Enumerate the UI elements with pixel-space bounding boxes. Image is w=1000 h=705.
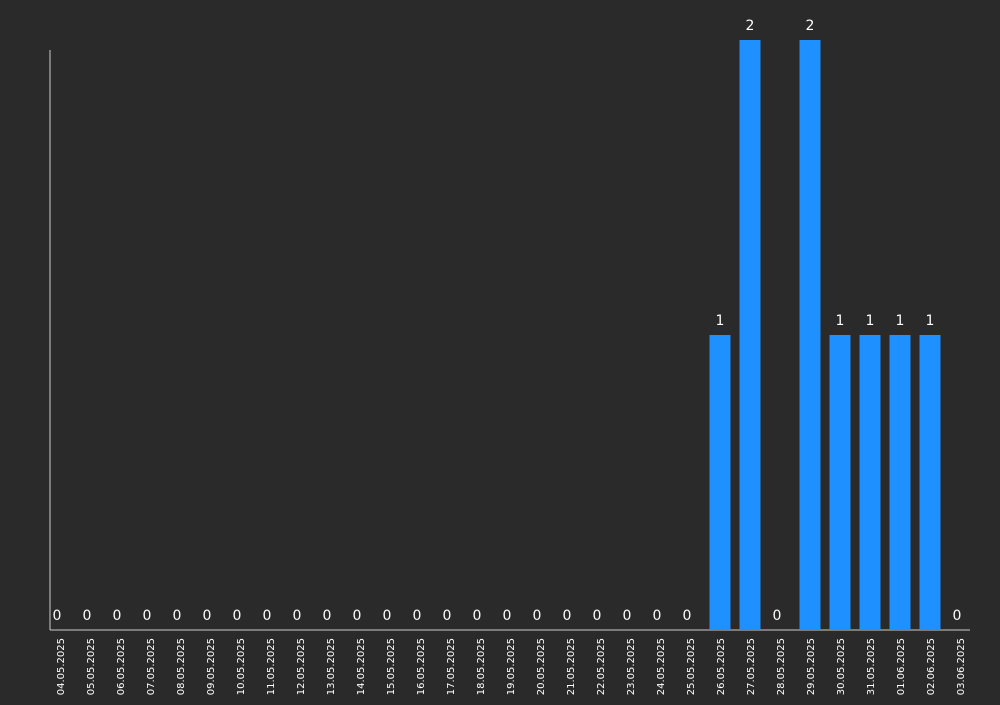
x-tick-label-03.06.2025: 03.06.2025 xyxy=(956,638,967,695)
value-label-24.05.2025: 0 xyxy=(653,608,662,624)
x-tick-label-18.05.2025: 18.05.2025 xyxy=(476,638,487,695)
value-label-05.05.2025: 0 xyxy=(83,608,92,624)
value-label-13.05.2025: 0 xyxy=(323,608,332,624)
x-tick-labels-group: 04.05.2025 05.05.2025 06.05.2025 07.05.2025… xyxy=(56,638,967,695)
x-tick-label-24.05.2025: 24.05.2025 xyxy=(656,638,667,695)
value-label-15.05.2025: 0 xyxy=(383,608,392,624)
value-labels-group: 0 0 0 0 0 0 0 0 0 0 0 0 0 0 0 0 0 0 0 0 0 0 1 2 0 2 1 1 1 1 0 xyxy=(53,18,962,624)
bar-01.06.2025 xyxy=(889,335,911,630)
x-tick-label-26.05.2025: 26.05.2025 xyxy=(716,638,727,695)
value-label-17.05.2025: 0 xyxy=(443,608,452,624)
x-tick-label-22.05.2025: 22.05.2025 xyxy=(596,638,607,695)
x-tick-label-11.05.2025: 11.05.2025 xyxy=(266,638,277,695)
x-tick-label-31.05.2025: 31.05.2025 xyxy=(866,638,877,695)
x-tick-label-16.05.2025: 16.05.2025 xyxy=(416,638,427,695)
bars-group xyxy=(709,40,941,630)
value-label-28.05.2025: 0 xyxy=(773,608,782,624)
value-label-19.05.2025: 0 xyxy=(503,608,512,624)
x-tick-label-07.05.2025: 07.05.2025 xyxy=(146,638,157,695)
value-label-08.05.2025: 0 xyxy=(173,608,182,624)
value-label-01.06.2025: 1 xyxy=(896,313,905,329)
value-label-23.05.2025: 0 xyxy=(623,608,632,624)
x-tick-label-30.05.2025: 30.05.2025 xyxy=(836,638,847,695)
value-label-12.05.2025: 0 xyxy=(293,608,302,624)
value-label-06.05.2025: 0 xyxy=(113,608,122,624)
value-label-31.05.2025: 1 xyxy=(866,313,875,329)
x-tick-label-08.05.2025: 08.05.2025 xyxy=(176,638,187,695)
value-label-18.05.2025: 0 xyxy=(473,608,482,624)
value-label-02.06.2025: 1 xyxy=(926,313,935,329)
value-label-11.05.2025: 0 xyxy=(263,608,272,624)
x-tick-label-29.05.2025: 29.05.2025 xyxy=(806,638,817,695)
x-tick-label-15.05.2025: 15.05.2025 xyxy=(386,638,397,695)
value-label-10.05.2025: 0 xyxy=(233,608,242,624)
x-tick-label-14.05.2025: 14.05.2025 xyxy=(356,638,367,695)
value-label-22.05.2025: 0 xyxy=(593,608,602,624)
value-label-26.05.2025: 1 xyxy=(716,313,725,329)
value-label-09.05.2025: 0 xyxy=(203,608,212,624)
x-tick-label-27.05.2025: 27.05.2025 xyxy=(746,638,757,695)
x-tick-label-05.05.2025: 05.05.2025 xyxy=(86,638,97,695)
value-label-30.05.2025: 1 xyxy=(836,313,845,329)
x-tick-label-09.05.2025: 09.05.2025 xyxy=(206,638,217,695)
value-label-03.06.2025: 0 xyxy=(953,608,962,624)
x-tick-label-21.05.2025: 21.05.2025 xyxy=(566,638,577,695)
bar-27.05.2025 xyxy=(739,40,761,630)
x-tick-label-04.05.2025: 04.05.2025 xyxy=(56,638,67,695)
x-tick-label-02.06.2025: 02.06.2025 xyxy=(926,638,937,695)
x-tick-label-20.05.2025: 20.05.2025 xyxy=(536,638,547,695)
x-tick-label-13.05.2025: 13.05.2025 xyxy=(326,638,337,695)
value-label-20.05.2025: 0 xyxy=(533,608,542,624)
value-label-29.05.2025: 2 xyxy=(806,18,815,34)
value-label-04.05.2025: 0 xyxy=(53,608,62,624)
x-tick-label-28.05.2025: 28.05.2025 xyxy=(776,638,787,695)
x-tick-label-25.05.2025: 25.05.2025 xyxy=(686,638,697,695)
bar-29.05.2025 xyxy=(799,40,821,630)
value-label-07.05.2025: 0 xyxy=(143,608,152,624)
bar-26.05.2025 xyxy=(709,335,731,630)
value-label-16.05.2025: 0 xyxy=(413,608,422,624)
bar-02.06.2025 xyxy=(919,335,941,630)
x-tick-label-12.05.2025: 12.05.2025 xyxy=(296,638,307,695)
x-tick-label-23.05.2025: 23.05.2025 xyxy=(626,638,637,695)
x-tick-label-01.06.2025: 01.06.2025 xyxy=(896,638,907,695)
value-label-27.05.2025: 2 xyxy=(746,18,755,34)
x-tick-label-17.05.2025: 17.05.2025 xyxy=(446,638,457,695)
value-label-21.05.2025: 0 xyxy=(563,608,572,624)
value-label-25.05.2025: 0 xyxy=(683,608,692,624)
x-tick-label-19.05.2025: 19.05.2025 xyxy=(506,638,517,695)
bar-31.05.2025 xyxy=(859,335,881,630)
x-tick-label-06.05.2025: 06.05.2025 xyxy=(116,638,127,695)
bar-30.05.2025 xyxy=(829,335,851,630)
x-tick-label-10.05.2025: 10.05.2025 xyxy=(236,638,247,695)
value-label-14.05.2025: 0 xyxy=(353,608,362,624)
